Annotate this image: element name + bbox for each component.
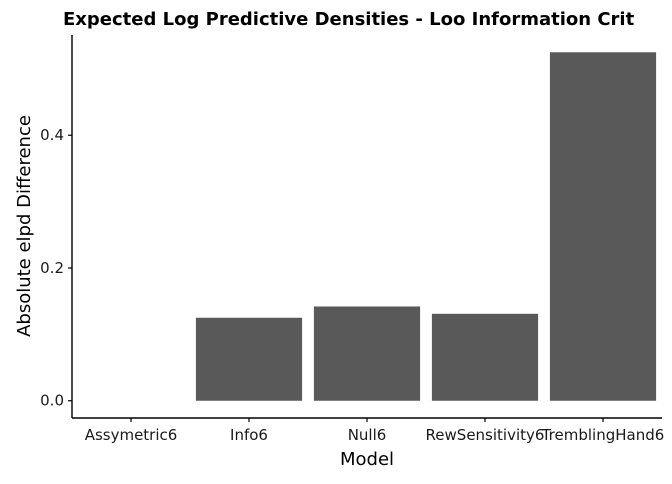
x-tick-label: TremblingHand6 <box>541 426 665 444</box>
bar-Info6 <box>195 317 303 401</box>
x-tick-label: Info6 <box>230 426 268 444</box>
chart-title: Expected Log Predictive Densities - Loo … <box>63 9 635 30</box>
y-axis-ticks: 0.0 0.2 0.4 <box>40 126 72 410</box>
y-tick-label: 0.2 <box>40 259 64 277</box>
bar-RewSensitivity6 <box>431 313 539 401</box>
bars-group <box>195 52 657 401</box>
x-tick-label: RewSensitivity6 <box>426 426 545 444</box>
x-tick-label: Null6 <box>348 426 387 444</box>
bar-TremblingHand6 <box>549 52 657 401</box>
bar-Null6 <box>313 306 421 401</box>
y-tick-label: 0.0 <box>40 392 64 410</box>
y-axis-label: Absolute elpd Difference <box>14 115 35 337</box>
x-axis-ticks: Assymetric6 Info6 Null6 RewSensitivity6Trem… <box>85 418 665 444</box>
x-tick-label: Assymetric6 <box>85 426 178 444</box>
y-tick-label: 0.4 <box>40 126 64 144</box>
x-axis-label: Model <box>340 449 394 470</box>
